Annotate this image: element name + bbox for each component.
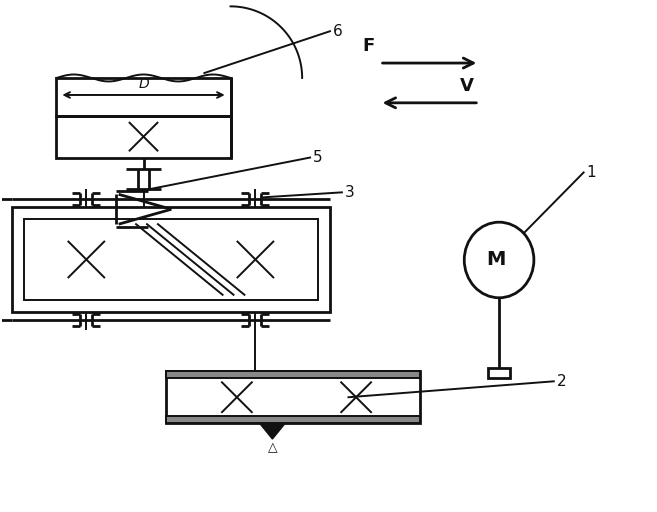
Polygon shape	[260, 423, 285, 439]
Ellipse shape	[464, 222, 534, 298]
Text: 3: 3	[345, 185, 355, 200]
Bar	[24, 219, 318, 300]
Bar	[57, 78, 231, 116]
Text: △: △	[267, 441, 277, 454]
Text: 6: 6	[333, 24, 343, 39]
Text: V: V	[461, 77, 474, 95]
Text: 5: 5	[313, 150, 323, 165]
Text: 1: 1	[587, 165, 596, 180]
Bar	[488, 369, 510, 378]
Bar	[12, 207, 330, 312]
Text: M: M	[486, 250, 506, 269]
Bar	[166, 416, 420, 423]
Bar	[57, 116, 231, 158]
Text: D: D	[138, 77, 149, 91]
Bar	[166, 371, 420, 378]
Bar	[166, 371, 420, 423]
Text: F: F	[363, 37, 374, 55]
Text: 2: 2	[556, 374, 566, 389]
